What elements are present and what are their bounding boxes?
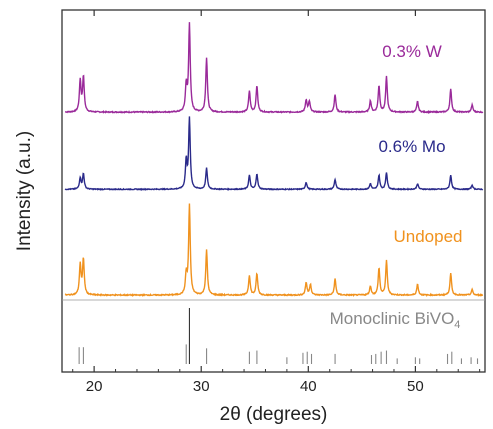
series-label-2: Undoped <box>393 227 462 246</box>
x-tick-label-20: 20 <box>86 378 103 395</box>
series-line-2 <box>64 203 484 298</box>
series-label-0: 0.3% W <box>382 42 442 61</box>
series-line-1 <box>64 116 484 192</box>
y-axis-title: Intensity (a.u.) <box>14 131 35 251</box>
series-line-0 <box>65 22 484 114</box>
x-tick-label-30: 30 <box>193 378 210 395</box>
series-label-1: 0.6% Mo <box>378 137 445 156</box>
reference-label: Monoclinic BiVO4 <box>330 309 461 331</box>
reference-label-subscript: 4 <box>454 319 460 331</box>
x-tick-label-40: 40 <box>300 378 317 395</box>
x-tick-label-50: 50 <box>407 378 424 395</box>
x-axis-title: 2θ (degrees) <box>220 404 328 425</box>
plot-frame <box>61 9 486 373</box>
